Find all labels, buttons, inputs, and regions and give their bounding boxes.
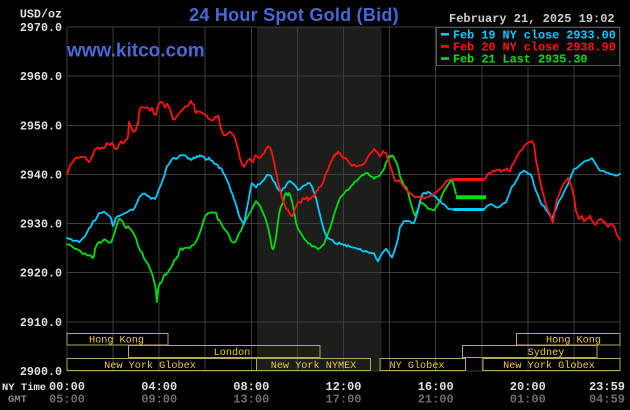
svg-text:New York Globex: New York Globex: [104, 360, 196, 372]
svg-text:2910.0: 2910.0: [20, 316, 62, 330]
svg-text:20:00: 20:00: [510, 380, 546, 394]
svg-text:Sydney: Sydney: [528, 347, 565, 359]
svg-text:2960.0: 2960.0: [20, 70, 62, 84]
svg-text:Hong Kong: Hong Kong: [546, 336, 601, 347]
svg-text:New York Globex: New York Globex: [503, 360, 595, 372]
svg-text:NY Globex: NY Globex: [389, 360, 444, 372]
svg-text:London: London: [214, 347, 251, 359]
svg-text:12:00: 12:00: [325, 380, 361, 394]
svg-text:NY Time: NY Time: [2, 382, 46, 394]
svg-text:24 Hour Spot Gold (Bid): 24 Hour Spot Gold (Bid): [189, 5, 399, 25]
svg-text:2970.0: 2970.0: [20, 21, 62, 35]
svg-text:09:00: 09:00: [141, 393, 177, 407]
svg-text:GMT: GMT: [8, 394, 27, 406]
svg-text:00:00: 00:00: [49, 380, 85, 394]
svg-text:04:59: 04:59: [589, 393, 625, 407]
svg-text:04:00: 04:00: [141, 380, 177, 394]
svg-text:2900.0: 2900.0: [20, 365, 62, 379]
svg-text:23:59: 23:59: [589, 380, 625, 394]
svg-text:Feb 19 NY close 2933.00: Feb 19 NY close 2933.00: [453, 28, 616, 42]
svg-text:08:00: 08:00: [233, 380, 269, 394]
svg-text:2920.0: 2920.0: [20, 267, 62, 281]
svg-text:13:00: 13:00: [233, 393, 269, 407]
svg-text:Feb 21 Last 2935.30: Feb 21 Last 2935.30: [453, 53, 588, 67]
svg-text:16:00: 16:00: [418, 380, 454, 394]
svg-text:2930.0: 2930.0: [20, 218, 62, 232]
svg-text:21:00: 21:00: [418, 393, 454, 407]
svg-text:February 21, 2025 19:02: February 21, 2025 19:02: [449, 12, 615, 26]
svg-text:New York NYMEX: New York NYMEX: [271, 360, 357, 372]
svg-text:2940.0: 2940.0: [20, 168, 62, 182]
svg-text:USD/oz: USD/oz: [20, 8, 62, 22]
svg-text:01:00: 01:00: [510, 393, 546, 407]
svg-text:Hong Kong: Hong Kong: [89, 336, 144, 347]
svg-text:17:00: 17:00: [325, 393, 361, 407]
svg-text:05:00: 05:00: [49, 393, 85, 407]
svg-text:Feb 20 NY close 2938.90: Feb 20 NY close 2938.90: [453, 41, 616, 55]
svg-text:2950.0: 2950.0: [20, 119, 62, 133]
svg-text:www.kitco.com: www.kitco.com: [66, 41, 205, 62]
